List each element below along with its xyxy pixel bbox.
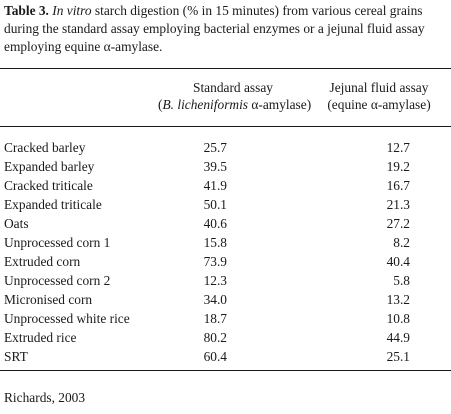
table-label: Table 3. [4,3,49,18]
caption-text: starch digestion (% in 15 minutes) from … [4,3,425,54]
row-name: Unprocessed corn 1 [4,235,111,250]
jejunal-value: 8.2 [393,235,410,250]
table-row: Expanded barley 39.5 19.2 [0,158,451,176]
standard-header-open: ( [158,97,163,112]
row-name: Expanded triticale [4,197,102,212]
column-header-jejunal: Jejunal fluid assay (equine α-amylase) [310,79,448,113]
jejunal-value: 13.2 [386,292,410,307]
caption-italic: In vitro [52,3,92,18]
standard-value: 34.0 [203,292,227,307]
row-name: Unprocessed white rice [4,311,130,326]
row-name: SRT [4,349,28,364]
jejunal-value: 12.7 [386,140,410,155]
row-name: Cracked triticale [4,178,93,193]
table-row: Extruded rice 80.2 44.9 [0,329,451,347]
standard-header-enzyme: α-amylase) [248,97,312,112]
standard-value: 15.8 [203,235,227,250]
jejunal-value: 25.1 [386,349,410,364]
standard-value: 12.3 [203,273,227,288]
row-name: Extruded rice [4,330,77,345]
row-name: Cracked barley [4,140,86,155]
table-row: Cracked barley 25.7 12.7 [0,139,451,157]
table-row: Micronised corn 34.0 13.2 [0,291,451,309]
table-row: Oats 40.6 27.2 [0,215,451,233]
jejunal-value: 10.8 [386,311,410,326]
table-row: Unprocessed corn 1 15.8 8.2 [0,234,451,252]
standard-value: 80.2 [203,330,227,345]
row-name: Expanded barley [4,159,95,174]
row-name: Oats [4,216,29,231]
jejunal-value: 44.9 [386,330,410,345]
row-name: Unprocessed corn 2 [4,273,111,288]
table-row: Extruded corn 73.9 40.4 [0,253,451,271]
table-row: Cracked triticale 41.9 16.7 [0,177,451,195]
jejunal-header-line1: Jejunal fluid assay [329,80,429,95]
standard-value: 18.7 [203,311,227,326]
bottom-rule [0,370,451,371]
row-name: Micronised corn [4,292,93,307]
top-rule [0,68,451,69]
table-row: Unprocessed white rice 18.7 10.8 [0,310,451,328]
header-rule [0,126,451,127]
table-caption: Table 3. In vitro starch digestion (% in… [4,2,448,56]
table-source: Richards, 2003 [4,390,86,405]
jejunal-value: 27.2 [386,216,410,231]
standard-value: 60.4 [203,349,227,364]
table-row: SRT 60.4 25.1 [0,348,451,366]
standard-header-organism: B. licheniformis [162,97,249,112]
jejunal-value: 5.8 [393,273,410,288]
row-name: Extruded corn [4,254,81,269]
standard-value: 25.7 [203,140,227,155]
standard-value: 73.9 [203,254,227,269]
standard-value: 41.9 [203,178,227,193]
jejunal-value: 16.7 [386,178,410,193]
standard-value: 40.6 [203,216,227,231]
jejunal-header-line2: (equine α-amylase) [327,97,431,112]
table-row: Expanded triticale 50.1 21.3 [0,196,451,214]
jejunal-value: 19.2 [386,159,410,174]
standard-value: 50.1 [203,197,227,212]
standard-header-line1: Standard assay [193,80,273,95]
jejunal-value: 21.3 [386,197,410,212]
standard-value: 39.5 [203,159,227,174]
standard-header-line2: (B. licheniformis α-amylase) [158,96,312,113]
table-row: Unprocessed corn 2 12.3 5.8 [0,272,451,290]
jejunal-value: 40.4 [386,254,410,269]
column-header-standard: Standard assay (B. licheniformis α-amyla… [158,79,312,113]
